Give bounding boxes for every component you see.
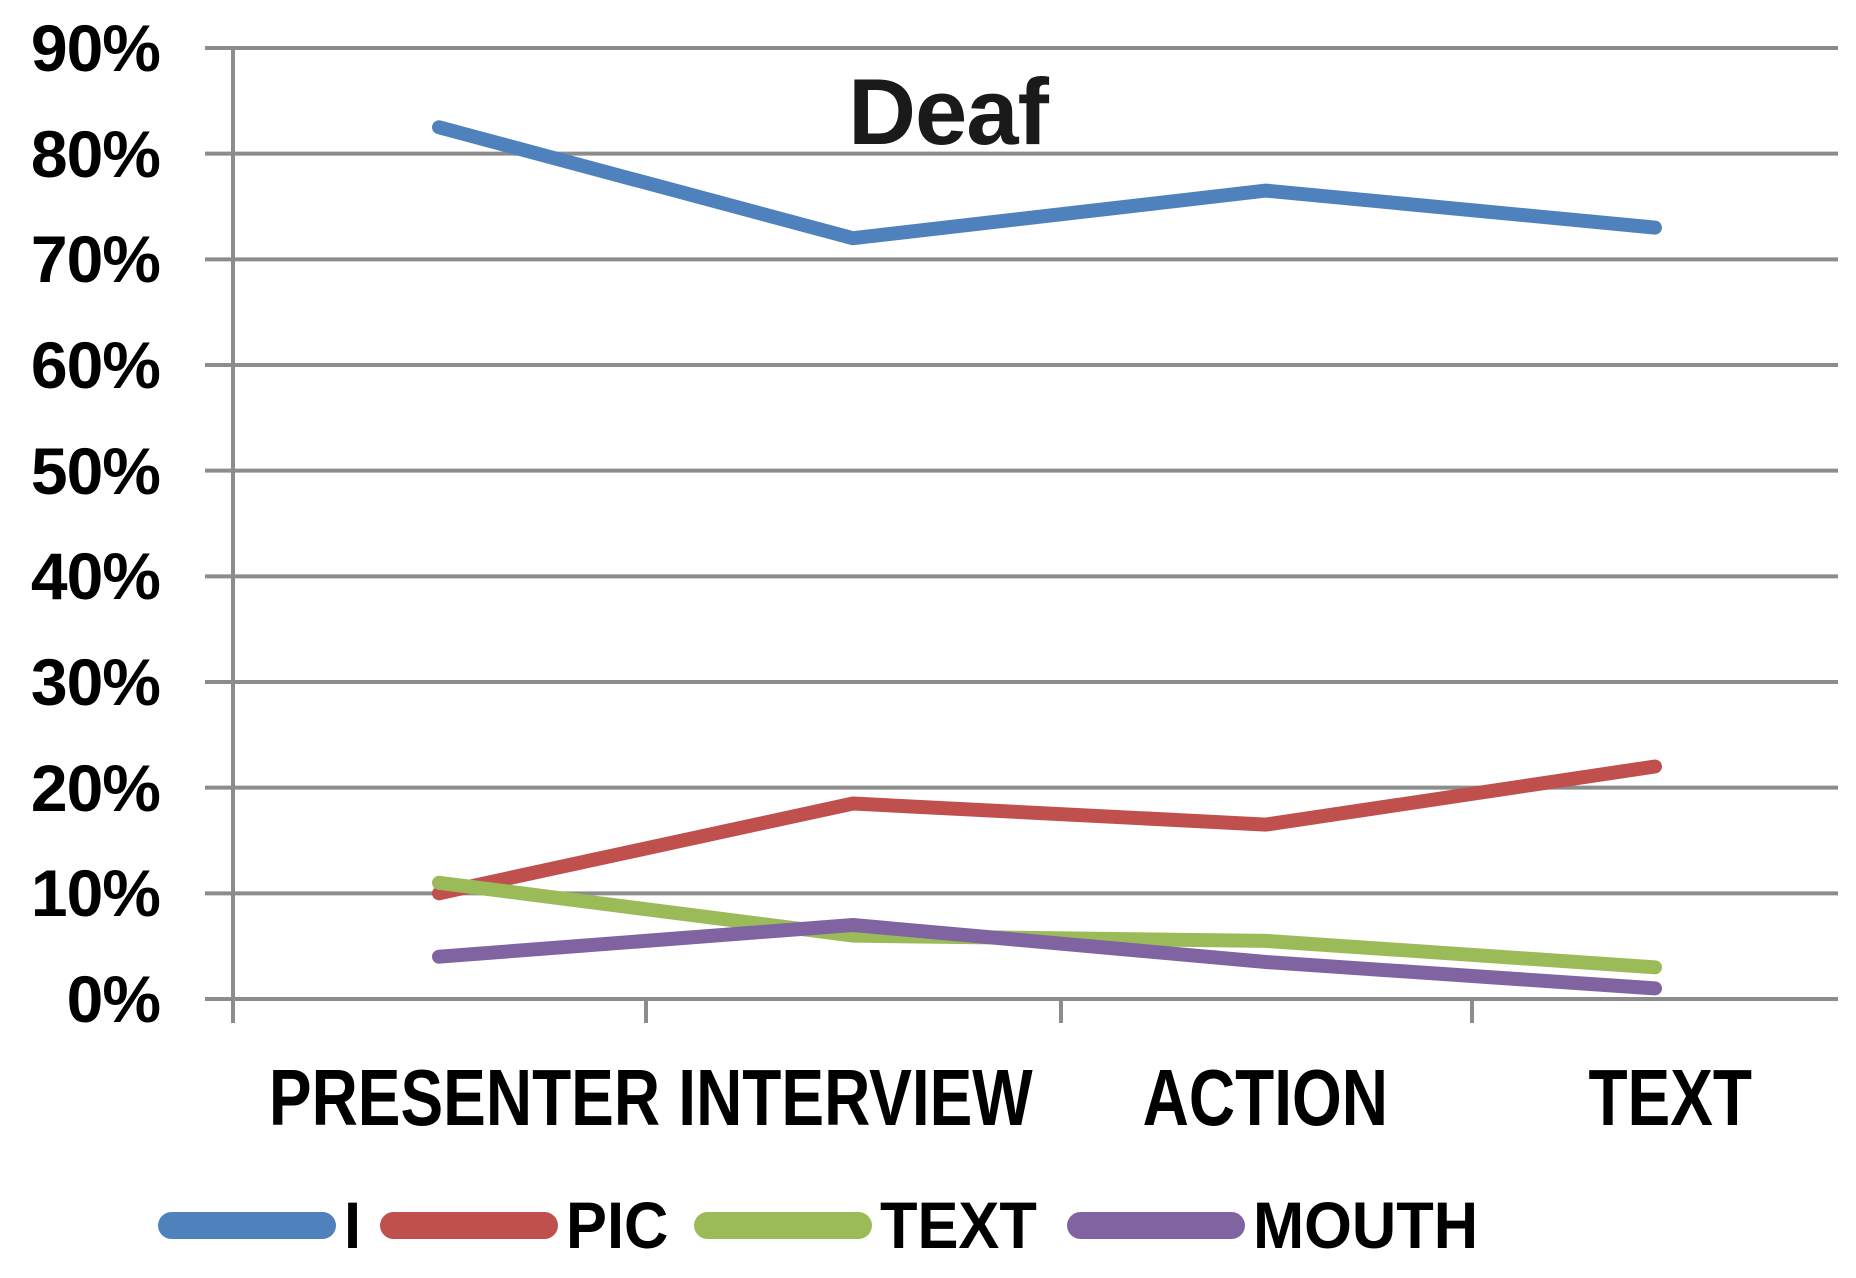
- legend-item-i: I: [158, 1192, 362, 1258]
- x-category-label: INTERVIEW: [678, 1053, 1034, 1142]
- legend-item-mouth: MOUTH: [1067, 1192, 1495, 1258]
- legend-item-text: TEXT: [694, 1192, 1049, 1258]
- y-tick-label: 60%: [30, 328, 161, 402]
- legend-label: I: [344, 1188, 362, 1262]
- y-tick-label: 30%: [30, 645, 161, 719]
- y-tick-label: 40%: [30, 539, 161, 614]
- y-tick-label: 50%: [30, 433, 161, 508]
- y-tick-label: 90%: [30, 11, 161, 85]
- y-tick-label: 80%: [30, 116, 161, 191]
- legend-label: MOUTH: [1253, 1188, 1479, 1262]
- legend-swatch-i: [158, 1211, 336, 1239]
- series-line-i: [432, 120, 1662, 246]
- x-category-label-box: ACTION: [1035, 1056, 1495, 1140]
- legend-swatch-pic: [380, 1211, 559, 1239]
- chart-legend: I PIC TEXT MOUTH: [158, 1192, 1495, 1258]
- x-category-label: ACTION: [1142, 1053, 1388, 1142]
- x-category-label-box: INTERVIEW: [626, 1056, 1086, 1140]
- legend-swatch-mouth: [1067, 1211, 1246, 1239]
- legend-label: PIC: [566, 1188, 669, 1262]
- series-line-text: [432, 875, 1662, 975]
- legend-swatch-text: [694, 1211, 873, 1239]
- y-tick-label: 10%: [30, 856, 161, 931]
- x-category-label: TEXT: [1588, 1053, 1752, 1142]
- x-category-label: PRESENTER: [268, 1053, 661, 1142]
- series-line-mouth: [432, 918, 1662, 996]
- y-tick-label: 70%: [30, 222, 161, 297]
- series-line-pic: [432, 759, 1662, 901]
- x-category-label-box: PRESENTER: [220, 1056, 680, 1140]
- legend-label: TEXT: [880, 1188, 1038, 1262]
- y-tick-label: 0%: [66, 962, 161, 1036]
- x-category-label-box: TEXT: [1440, 1056, 1856, 1140]
- chart-title: Deaf: [848, 59, 1049, 164]
- legend-item-pic: PIC: [380, 1192, 676, 1258]
- y-tick-label: 20%: [30, 750, 161, 825]
